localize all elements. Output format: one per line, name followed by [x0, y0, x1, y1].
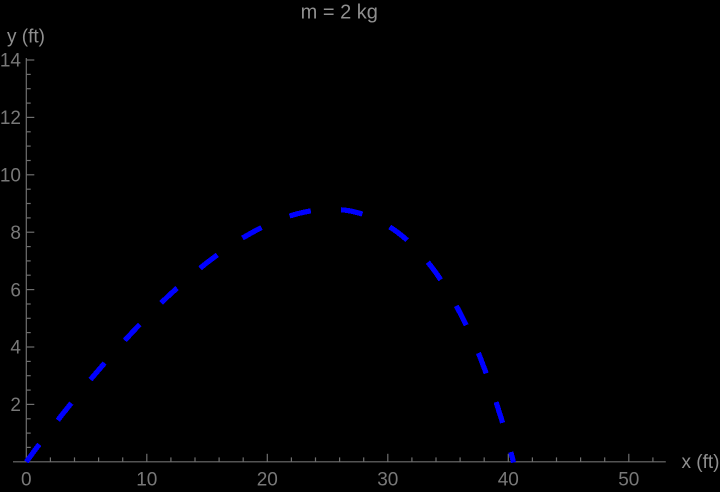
svg-text:x (ft): x (ft)	[682, 452, 720, 473]
svg-text:50: 50	[618, 470, 639, 491]
svg-text:4: 4	[10, 338, 21, 359]
svg-text:40: 40	[498, 470, 519, 491]
svg-text:y (ft): y (ft)	[7, 26, 45, 47]
svg-text:10: 10	[136, 470, 157, 491]
svg-text:6: 6	[10, 280, 21, 301]
svg-text:20: 20	[257, 470, 278, 491]
svg-text:14: 14	[0, 51, 21, 72]
svg-text:8: 8	[10, 223, 21, 244]
svg-text:12: 12	[0, 108, 21, 129]
svg-text:10: 10	[0, 166, 21, 187]
svg-text:m = 2 kg: m = 2 kg	[301, 2, 378, 24]
svg-text:2: 2	[10, 395, 21, 416]
svg-text:0: 0	[21, 470, 32, 491]
svg-text:30: 30	[377, 470, 398, 491]
